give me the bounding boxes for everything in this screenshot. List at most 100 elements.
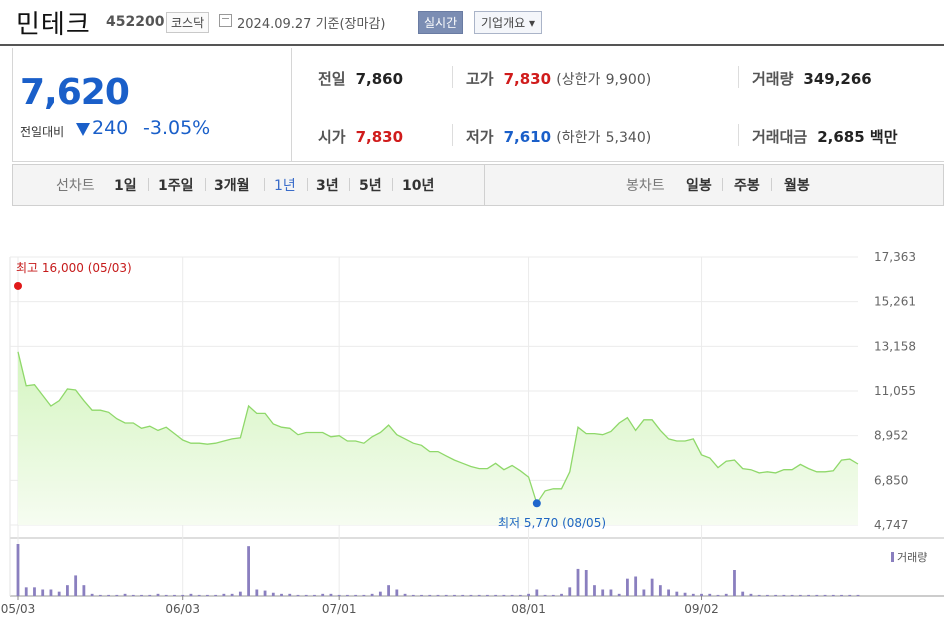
calendar-icon <box>219 14 232 27</box>
volume-bar <box>238 591 242 596</box>
current-price: 7,620 <box>20 72 130 113</box>
market-badge: 코스닥 <box>166 12 210 33</box>
volume-bar <box>411 594 415 596</box>
stock-code: 452200 <box>106 14 165 30</box>
volume-bar <box>444 594 448 596</box>
amount-stat: 거래대금 2,685 백만 <box>752 128 898 146</box>
volume-bar <box>551 594 555 596</box>
y-tick-label: 4,747 <box>874 518 908 532</box>
volume-bar <box>658 585 662 596</box>
quote-stats: 전일 7,860 고가 7,830 (상한가 9,900) 거래량 349,266 시… <box>292 48 944 162</box>
volume-bar <box>774 594 778 596</box>
volume-bar <box>263 590 267 596</box>
y-tick-label: 8,952 <box>874 429 908 443</box>
volume-bar <box>148 594 152 596</box>
volume-bar <box>840 594 843 596</box>
tab-weekly[interactable]: 주봉 <box>734 178 760 194</box>
volume-bar <box>420 594 423 596</box>
volume-bar <box>749 593 753 596</box>
stock-header: 민테크 452200 코스닥 2024.09.27 기준(장마감) 실시간 기업… <box>0 0 944 46</box>
volume-bar <box>49 589 53 596</box>
volume-bar <box>733 570 736 596</box>
stock-name: 민테크 <box>16 10 91 40</box>
company-overview-dropdown[interactable]: 기업개요 ▾ <box>474 11 542 34</box>
volume-bar <box>576 568 580 596</box>
x-tick-label: 07/01 <box>322 602 357 616</box>
y-tick-label: 11,055 <box>874 384 916 398</box>
quote-date: 2024.09.27 기준(장마감) <box>237 17 386 32</box>
volume-bar <box>41 589 45 596</box>
volume-bar <box>700 593 703 596</box>
tab-daily[interactable]: 일봉 <box>686 178 712 194</box>
price-chart: 17,36315,26113,15811,0558,9526,8504,747 … <box>1 250 944 616</box>
volume-bar <box>362 594 366 596</box>
volume-bar <box>428 594 432 596</box>
volume-bar <box>609 589 613 596</box>
volume-bar <box>33 587 36 596</box>
x-tick-label: 05/03 <box>1 602 36 616</box>
tab-3m[interactable]: 3개월 <box>214 178 250 194</box>
tab-1w[interactable]: 1주일 <box>158 178 194 194</box>
volume-bar <box>140 594 143 596</box>
volume-bar <box>716 594 720 596</box>
prev-close-stat: 전일 7,860 <box>318 70 404 88</box>
volume-bar <box>798 594 802 596</box>
volume-bar <box>164 594 168 596</box>
volume-bar <box>535 589 539 596</box>
low-point-marker <box>532 499 541 508</box>
volume-bar <box>313 594 316 596</box>
volume-bar <box>214 594 218 596</box>
tab-1d[interactable]: 1일 <box>114 178 137 194</box>
high-stat: 고가 7,830 (상한가 9,900) <box>466 70 652 88</box>
volume-bar <box>57 591 61 596</box>
volume-bar <box>197 594 201 596</box>
volume-bar <box>848 594 852 596</box>
volume-bar <box>107 594 110 596</box>
volume-bar <box>494 594 498 596</box>
volume-bar <box>206 594 209 596</box>
volume-bar <box>230 593 234 596</box>
volume-bar <box>403 593 407 596</box>
low-annotation: 최저 5,770 (08/05) <box>498 516 607 530</box>
volume-bar <box>115 594 119 596</box>
volume-bar <box>683 592 687 596</box>
volume-bar <box>337 594 341 596</box>
down-arrow-icon <box>76 123 90 136</box>
volume-bar <box>593 585 596 596</box>
volume-bar <box>131 594 135 596</box>
open-stat: 시가 7,830 <box>318 128 404 146</box>
tab-10y[interactable]: 10년 <box>402 178 435 194</box>
y-tick-label: 13,158 <box>874 339 916 353</box>
volume-bar <box>568 587 572 596</box>
y-tick-label: 15,261 <box>874 295 916 309</box>
realtime-button[interactable]: 실시간 <box>418 11 464 34</box>
volume-bar <box>856 594 860 596</box>
volume-bar <box>823 594 827 596</box>
volume-bar <box>502 594 506 596</box>
volume-bar <box>173 594 176 596</box>
volume-bar <box>510 594 514 596</box>
x-tick-label: 09/02 <box>684 602 719 616</box>
volume-bar <box>247 546 250 596</box>
change-label: 전일대비 <box>20 125 65 139</box>
tab-3y[interactable]: 3년 <box>316 178 339 194</box>
volume-bar <box>378 591 382 596</box>
volume-bar <box>16 544 20 596</box>
volume-bar <box>24 587 28 596</box>
volume-bar <box>436 594 440 596</box>
volume-bar <box>675 591 679 596</box>
volume-legend: 거래량 <box>891 549 927 565</box>
tab-5y[interactable]: 5년 <box>359 178 382 194</box>
volume-bar <box>626 578 629 596</box>
volume-bar <box>66 585 69 596</box>
volume-bar <box>304 594 308 596</box>
tab-monthly[interactable]: 월봉 <box>784 178 810 194</box>
tab-1y[interactable]: 1년 <box>274 178 296 194</box>
volume-bar <box>280 593 283 596</box>
volume-bar <box>354 594 358 596</box>
volume-bar <box>486 594 489 596</box>
y-tick-label: 6,850 <box>874 473 908 487</box>
volume-bar <box>74 575 78 596</box>
volume-bar <box>831 594 835 596</box>
volume-bar <box>617 593 621 596</box>
